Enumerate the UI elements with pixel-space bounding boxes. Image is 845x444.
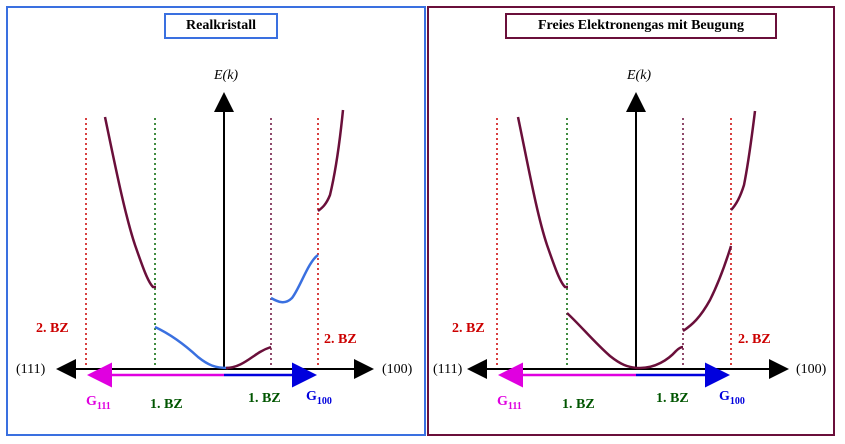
band-upper-left bbox=[103, 116, 156, 289]
g111-label: G111 bbox=[497, 394, 522, 412]
g100-label: G100 bbox=[719, 389, 745, 407]
panel-realkristall: Realkristall bbox=[6, 6, 426, 436]
panel-title-freies-elektronengas: Freies Elektronengas mit Beugung bbox=[505, 13, 777, 39]
energy-label: E(k) bbox=[626, 68, 651, 83]
bz2-label-right: 2. BZ bbox=[738, 332, 771, 347]
bz2-label-left: 2. BZ bbox=[36, 321, 69, 336]
bz1-label-left: 1. BZ bbox=[150, 397, 183, 412]
g100-label: G100 bbox=[306, 389, 332, 407]
right-diagram: E(k) (111) (100) 2. BZ 2. BZ 1. BZ 1. BZ… bbox=[433, 68, 827, 412]
bz1-label-right: 1. BZ bbox=[656, 391, 689, 406]
band-upper-right bbox=[730, 110, 757, 211]
bz1-label-right: 1. BZ bbox=[248, 391, 281, 406]
bz2-label-right: 2. BZ bbox=[324, 332, 357, 347]
panel-freies-elektronengas: Freies Elektronengas mit Beugung bbox=[427, 6, 835, 436]
left-diagram: E(k) (111) (100) 2. BZ 2. BZ 1. BZ 1. BZ… bbox=[16, 68, 413, 412]
axis-label-111: (111) bbox=[433, 362, 463, 377]
band-lower-dark bbox=[225, 345, 272, 370]
band-upper-left bbox=[516, 116, 568, 289]
axis-label-100: (100) bbox=[796, 362, 827, 377]
axis-label-100: (100) bbox=[382, 362, 413, 377]
band-lower-blue bbox=[154, 325, 229, 370]
energy-label: E(k) bbox=[213, 68, 238, 83]
band-middle bbox=[682, 245, 733, 333]
bz1-label-left: 1. BZ bbox=[562, 397, 595, 412]
band-middle-blue bbox=[270, 253, 319, 304]
band-upper-right bbox=[317, 109, 345, 212]
band-lower bbox=[566, 312, 684, 370]
panel-title-realkristall: Realkristall bbox=[164, 13, 278, 39]
bz2-label-left: 2. BZ bbox=[452, 321, 485, 336]
axis-label-111: (111) bbox=[16, 362, 46, 377]
g111-label: G111 bbox=[86, 394, 111, 412]
